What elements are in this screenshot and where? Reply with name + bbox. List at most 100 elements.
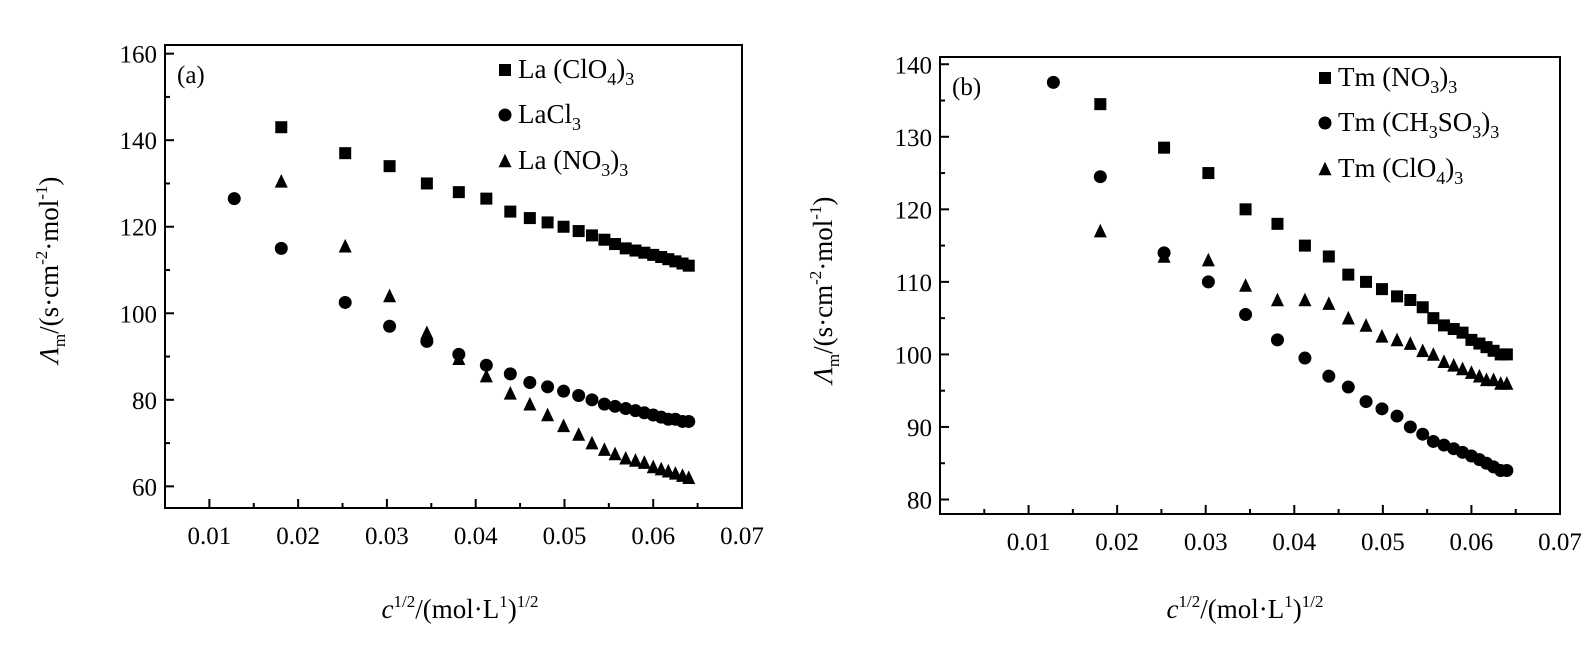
data-point [1322, 296, 1336, 310]
data-point [480, 192, 493, 205]
x-tick-label: 0.05 [543, 523, 587, 550]
data-point [1447, 357, 1461, 372]
y-tick-label: 110 [895, 270, 932, 297]
legend-marker [1319, 72, 1331, 84]
data-point [452, 351, 466, 366]
data-point [1046, 75, 1060, 89]
plot-frame [164, 44, 743, 509]
y-tick-label: 130 [895, 125, 933, 152]
x-tick-label: 0.01 [1007, 529, 1051, 556]
data-point [541, 216, 554, 229]
data-point [274, 174, 288, 188]
y-tick-label: 160 [120, 42, 158, 69]
data-point [1390, 332, 1404, 347]
data-point [1359, 318, 1373, 332]
data-point [1375, 402, 1389, 416]
data-point [557, 418, 571, 433]
data-point [338, 295, 352, 309]
legend-label: La (NO3)3 [518, 145, 628, 180]
data-point [572, 225, 585, 238]
data-point [1427, 312, 1440, 325]
data-point [1093, 170, 1107, 184]
data-point [654, 461, 668, 476]
legend-marker [499, 64, 511, 76]
data-point [1322, 250, 1335, 263]
data-point [503, 367, 517, 381]
x-tick-label: 0.07 [1538, 529, 1582, 556]
data-point [628, 453, 642, 467]
legend-label: LaCl3 [518, 99, 581, 134]
data-point [682, 470, 696, 485]
y-tick-label: 80 [907, 487, 932, 514]
data-point [1359, 395, 1373, 409]
panel-b: 0.01 0.02 0.03 0.04 0.05 0.06 0.07 80 90 100 110 12… [806, 52, 1582, 624]
series-square [275, 121, 695, 272]
data-point [608, 399, 622, 413]
data-point [1341, 310, 1355, 325]
data-point [572, 388, 586, 402]
data-point [646, 459, 660, 474]
x-tick-label: 0.06 [631, 523, 675, 550]
data-point [479, 368, 493, 383]
data-point [1391, 290, 1404, 303]
data-point [1202, 167, 1215, 180]
legend-marker [498, 153, 512, 168]
data-point [557, 220, 570, 233]
data-point [1201, 252, 1215, 267]
data-point [655, 251, 668, 264]
data-point [1298, 239, 1311, 252]
data-point [557, 384, 571, 398]
data-point [1403, 420, 1417, 434]
data-point [420, 325, 434, 340]
data-point [420, 177, 433, 190]
data-point [523, 396, 537, 411]
data-point [1472, 368, 1486, 383]
data-point [1500, 348, 1513, 361]
data-point [1416, 301, 1429, 314]
y-tick-label: 90 [907, 415, 932, 442]
data-point [619, 242, 632, 255]
data-point [479, 358, 493, 372]
data-point [597, 442, 611, 456]
data-point [1456, 361, 1470, 376]
y-tick-label: 120 [120, 215, 158, 242]
data-point [1298, 351, 1312, 365]
y-tick-label: 100 [895, 342, 933, 369]
x-tick-label: 0.02 [1095, 529, 1139, 556]
data-point [1426, 347, 1440, 361]
data-point [619, 450, 633, 465]
data-point [338, 238, 352, 253]
y-tick-label: 80 [132, 388, 157, 415]
data-point [1158, 141, 1171, 154]
x-axis-title: c1/2/(mol·L1)1/2 [382, 592, 539, 624]
data-point [1298, 292, 1312, 307]
series-square [1094, 98, 1513, 361]
data-point [1270, 333, 1284, 347]
data-point [503, 386, 517, 400]
x-tick-label: 0.04 [1272, 529, 1316, 556]
data-point [609, 238, 622, 251]
y-tick-label: 60 [132, 474, 157, 501]
x-tick-label: 0.03 [1184, 529, 1228, 556]
data-point [1500, 463, 1514, 477]
data-point [585, 393, 599, 407]
data-point [275, 121, 288, 134]
legend-label: Tm (NO3)3 [1338, 62, 1457, 97]
series-circle [1046, 75, 1514, 477]
data-point [619, 401, 633, 415]
data-point [598, 233, 611, 246]
data-point [523, 212, 536, 225]
x-tick-label: 0.06 [1450, 529, 1494, 556]
legend-label: Tm (ClO4)3 [1338, 153, 1463, 188]
data-point [608, 446, 622, 461]
y-tick-label: 140 [895, 52, 933, 79]
y-tick-label: 100 [120, 301, 158, 328]
data-point [1500, 376, 1514, 390]
data-point [682, 259, 695, 272]
data-point [1270, 292, 1284, 307]
data-point [452, 186, 465, 199]
data-point [1239, 278, 1253, 292]
x-tick-label: 0.04 [454, 523, 498, 550]
data-point [1390, 409, 1404, 423]
